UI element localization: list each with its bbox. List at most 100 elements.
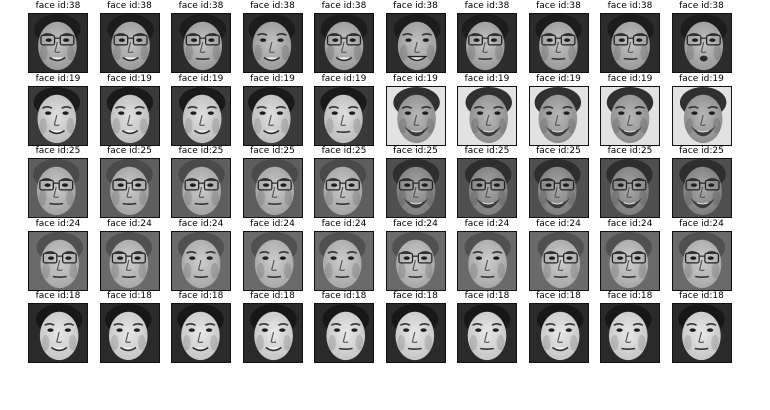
face-image bbox=[99, 303, 160, 363]
face-id-label: face id:25 bbox=[250, 146, 295, 156]
face-image bbox=[671, 85, 732, 146]
face-cell: face id:19 bbox=[528, 74, 589, 146]
face-id-label: face id:19 bbox=[607, 73, 653, 84]
face-cell: face id:18 bbox=[528, 291, 589, 363]
face-id-label: face id:24 bbox=[250, 218, 295, 229]
face-cell: face id:24 bbox=[314, 219, 374, 291]
face-image bbox=[457, 85, 517, 146]
face-cell: face id:38 bbox=[385, 1, 446, 73]
face-image bbox=[385, 158, 446, 218]
face-cell: face id:24 bbox=[171, 219, 231, 291]
face-cell: face id:19 bbox=[28, 74, 88, 146]
face-cell: face id:38 bbox=[99, 1, 160, 73]
face-id-label: face id:24 bbox=[393, 218, 438, 229]
face-cell: face id:24 bbox=[671, 219, 732, 291]
face-image bbox=[314, 85, 374, 146]
face-cell: face id:25 bbox=[99, 146, 160, 218]
face-id-label: face id:19 bbox=[250, 73, 295, 84]
face-id-label: face id:24 bbox=[35, 218, 81, 229]
face-cell: face id:24 bbox=[528, 219, 589, 291]
face-id-label: face id:19 bbox=[107, 73, 152, 84]
face-id-label: face id:18 bbox=[321, 291, 367, 301]
face-id-label: face id:18 bbox=[250, 291, 295, 301]
face-image bbox=[457, 158, 517, 218]
face-image bbox=[314, 230, 374, 291]
face-image bbox=[457, 230, 517, 291]
face-id-label: face id:18 bbox=[178, 291, 224, 301]
face-cell: face id:24 bbox=[457, 219, 517, 291]
face-image bbox=[385, 303, 446, 363]
face-cell: face id:24 bbox=[99, 219, 160, 291]
face-cell: face id:24 bbox=[28, 219, 88, 291]
face-id-label: face id:19 bbox=[178, 73, 224, 84]
face-image bbox=[314, 303, 374, 363]
face-image bbox=[28, 85, 88, 146]
face-id-label: face id:19 bbox=[35, 73, 81, 84]
face-image bbox=[314, 158, 374, 218]
face-cell: face id:25 bbox=[28, 146, 88, 218]
face-image bbox=[457, 303, 517, 363]
face-image bbox=[314, 13, 374, 73]
face-id-label: face id:19 bbox=[679, 73, 724, 84]
face-image bbox=[242, 13, 303, 73]
face-cell: face id:18 bbox=[314, 291, 374, 363]
face-cell: face id:18 bbox=[242, 291, 303, 363]
face-image bbox=[242, 230, 303, 291]
face-image bbox=[171, 13, 231, 73]
face-cell: face id:38 bbox=[28, 1, 88, 73]
face-cell: face id:18 bbox=[385, 291, 446, 363]
face-id-label: face id:19 bbox=[464, 73, 510, 84]
face-id-label: face id:38 bbox=[178, 1, 224, 11]
face-image bbox=[671, 303, 732, 363]
face-id-label: face id:18 bbox=[679, 291, 724, 301]
face-id-label: face id:38 bbox=[35, 1, 81, 11]
face-cell: face id:25 bbox=[671, 146, 732, 218]
face-id-label: face id:24 bbox=[107, 218, 152, 229]
face-cell: face id:24 bbox=[600, 219, 660, 291]
face-id-label: face id:24 bbox=[536, 218, 581, 229]
face-image bbox=[457, 13, 517, 73]
face-image bbox=[528, 230, 589, 291]
face-cell: face id:25 bbox=[385, 146, 446, 218]
face-id-label: face id:24 bbox=[464, 218, 510, 229]
face-image bbox=[600, 230, 660, 291]
face-id-label: face id:25 bbox=[464, 146, 510, 156]
face-image bbox=[242, 158, 303, 218]
face-cell: face id:38 bbox=[457, 1, 517, 73]
face-image bbox=[671, 230, 732, 291]
face-id-label: face id:25 bbox=[107, 146, 152, 156]
face-cell: face id:18 bbox=[28, 291, 88, 363]
face-cell: face id:18 bbox=[600, 291, 660, 363]
face-cell: face id:25 bbox=[171, 146, 231, 218]
face-id-label: face id:24 bbox=[321, 218, 367, 229]
face-cell: face id:38 bbox=[171, 1, 231, 73]
face-image bbox=[99, 13, 160, 73]
face-cell: face id:25 bbox=[314, 146, 374, 218]
face-id-label: face id:38 bbox=[250, 1, 295, 11]
face-cell: face id:25 bbox=[600, 146, 660, 218]
face-cell: face id:19 bbox=[385, 74, 446, 146]
face-cell: face id:38 bbox=[528, 1, 589, 73]
face-image bbox=[600, 158, 660, 218]
face-id-label: face id:18 bbox=[393, 291, 438, 301]
face-cell: face id:24 bbox=[242, 219, 303, 291]
face-id-label: face id:18 bbox=[107, 291, 152, 301]
face-id-label: face id:18 bbox=[35, 291, 81, 301]
face-cell: face id:25 bbox=[242, 146, 303, 218]
face-image bbox=[600, 13, 660, 73]
face-cell: face id:38 bbox=[600, 1, 660, 73]
face-image bbox=[28, 13, 88, 73]
face-id-label: face id:25 bbox=[679, 146, 724, 156]
face-id-label: face id:38 bbox=[393, 1, 438, 11]
face-id-label: face id:38 bbox=[536, 1, 581, 11]
face-id-label: face id:25 bbox=[178, 146, 224, 156]
face-image bbox=[171, 85, 231, 146]
face-id-label: face id:19 bbox=[321, 73, 367, 84]
face-cell: face id:38 bbox=[314, 1, 374, 73]
face-id-label: face id:19 bbox=[393, 73, 438, 84]
face-image bbox=[28, 230, 88, 291]
face-id-label: face id:18 bbox=[536, 291, 581, 301]
face-cell: face id:18 bbox=[171, 291, 231, 363]
face-image bbox=[171, 303, 231, 363]
